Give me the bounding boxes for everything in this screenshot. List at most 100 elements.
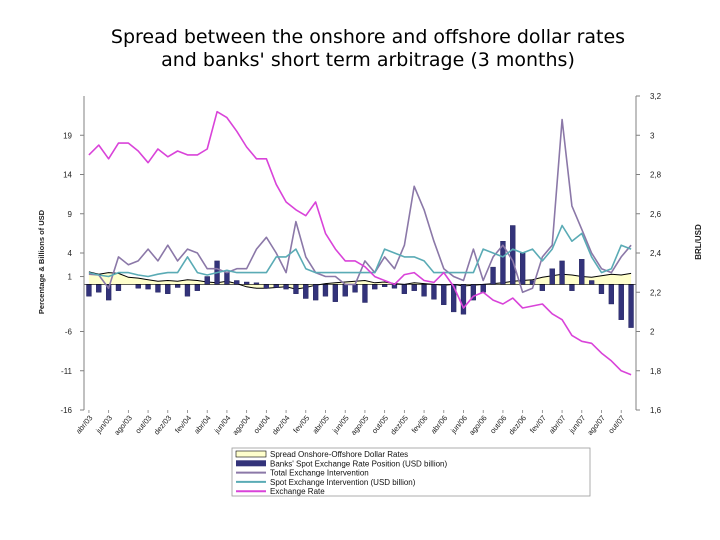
- bar-position-44: [520, 252, 526, 285]
- x-tick-label: dez/04: [270, 414, 291, 437]
- left-tick-label: 4: [68, 249, 73, 258]
- x-tick-label: fev/06: [410, 414, 430, 435]
- chart-title: Spread between the onshore and offshore …: [0, 26, 720, 72]
- bar-position-28: [362, 284, 368, 303]
- bar-position-7: [155, 284, 161, 293]
- bar-position-25: [332, 284, 338, 302]
- bar-position-50: [579, 259, 585, 285]
- legend-entry-label: Total Exchange Intervention: [270, 469, 369, 478]
- x-tick-label: jun/05: [330, 414, 351, 436]
- left-tick-label: -16: [60, 406, 72, 415]
- y-axis-label: Percentage & Billions of USD: [37, 209, 46, 314]
- bar-position-47: [549, 268, 555, 285]
- bar-position-32: [401, 284, 407, 294]
- x-tick-label: fev/07: [528, 414, 548, 435]
- right-tick-label: 3: [650, 131, 655, 140]
- bar-position-43: [510, 225, 516, 285]
- legend-entry-label: Banks' Spot Exchange Rate Position (USD …: [270, 459, 448, 468]
- x-tick-label: abr/03: [74, 414, 95, 436]
- x-tick-label: abr/06: [429, 414, 450, 436]
- bar-position-49: [569, 284, 575, 291]
- bar-position-29: [372, 284, 378, 290]
- bar-position-16: [243, 281, 250, 285]
- chart-title-line-2: and banks' short term arbitrage (3 month…: [161, 49, 575, 71]
- x-tick-label: out/07: [606, 414, 626, 436]
- bar-position-15: [234, 280, 240, 285]
- x-tick-label: jun/07: [567, 414, 588, 436]
- right-tick-label: 2,4: [650, 249, 662, 258]
- right-tick-label: 2,6: [650, 210, 662, 219]
- chart-title-line-1: Spread between the onshore and offshore …: [110, 26, 626, 48]
- x-tick-label: jun/06: [448, 414, 469, 436]
- x-tick-label: out/06: [488, 414, 508, 436]
- x-tick-label: ago/05: [349, 414, 371, 437]
- bar-position-0: [86, 284, 92, 297]
- x-tick-label: abr/07: [547, 414, 568, 436]
- x-tick-label: ago/03: [112, 414, 134, 437]
- legend-box: [231, 447, 591, 497]
- bar-position-27: [352, 284, 358, 293]
- bar-position-14: [224, 272, 230, 285]
- x-tick-label: out/03: [133, 414, 153, 436]
- right-tick-label: 1,6: [650, 406, 662, 415]
- x-tick-label: dez/03: [152, 414, 173, 437]
- left-tick-label: 14: [63, 171, 72, 180]
- x-tick-label: dez/06: [507, 414, 528, 437]
- x-tick-label: ago/07: [585, 414, 607, 437]
- legend-swatch-bars: [236, 460, 266, 467]
- bar-position-10: [184, 284, 191, 297]
- bar-position-36: [441, 284, 447, 305]
- bar-position-23: [313, 284, 319, 301]
- bar-position-53: [608, 284, 615, 305]
- right-tick-label: 1,8: [650, 367, 662, 376]
- right-tick-label: 2: [650, 328, 655, 337]
- left-tick-label: 9: [68, 210, 73, 219]
- x-tick-label: dez/05: [389, 414, 410, 437]
- left-tick-label: -11: [61, 367, 73, 376]
- series-line-exchange-rate: [88, 110, 632, 376]
- bar-position-9: [174, 284, 181, 288]
- x-tick-label: out/04: [252, 414, 272, 436]
- bar-position-26: [342, 284, 348, 297]
- legend-entry-label: Spread Onshore-Offshore Dollar Rates: [270, 450, 408, 459]
- left-tick-label: -6: [65, 328, 73, 337]
- bar-position-51: [589, 280, 595, 285]
- bar-position-8: [165, 284, 171, 294]
- bar-position-30: [382, 284, 388, 287]
- bar-position-38: [460, 284, 467, 315]
- bar-position-52: [598, 284, 605, 294]
- x-tick-label: jun/04: [212, 414, 233, 436]
- bar-position-5: [135, 284, 141, 289]
- bar-position-20: [283, 284, 289, 290]
- right-tick-label: 3,2: [650, 92, 662, 101]
- bar-position-6: [145, 284, 151, 290]
- bar-position-55: [628, 284, 634, 328]
- x-tick-label: jun/03: [93, 414, 114, 436]
- bar-position-40: [480, 284, 486, 293]
- y2-axis-label: BRL/USD: [694, 224, 703, 260]
- bar-position-21: [293, 284, 299, 294]
- x-tick-label: fev/05: [291, 414, 311, 435]
- x-tick-label: abr/05: [310, 414, 331, 436]
- bar-position-19: [273, 284, 279, 288]
- bar-position-35: [431, 284, 437, 300]
- bar-position-22: [303, 284, 309, 299]
- bar-position-41: [490, 266, 496, 285]
- x-tick-label: ago/06: [467, 414, 489, 437]
- bar-position-18: [263, 284, 269, 289]
- bar-position-54: [618, 284, 624, 320]
- bar-position-46: [539, 284, 546, 291]
- x-tick-label: ago/04: [230, 414, 252, 437]
- right-tick-label: 2,8: [650, 171, 662, 180]
- bar-position-48: [559, 260, 565, 285]
- legend-swatch-spread: [235, 450, 267, 458]
- spread-line: [88, 271, 632, 290]
- bar-position-12: [204, 276, 210, 285]
- bar-position-34: [421, 284, 427, 297]
- x-tick-label: abr/04: [192, 414, 213, 436]
- bar-position-3: [115, 284, 122, 291]
- bar-position-24: [322, 284, 329, 297]
- legend-entry-label: Exchange Rate: [270, 487, 325, 496]
- legend-entry-label: Spot Exchange Intervention (USD billion): [270, 478, 416, 487]
